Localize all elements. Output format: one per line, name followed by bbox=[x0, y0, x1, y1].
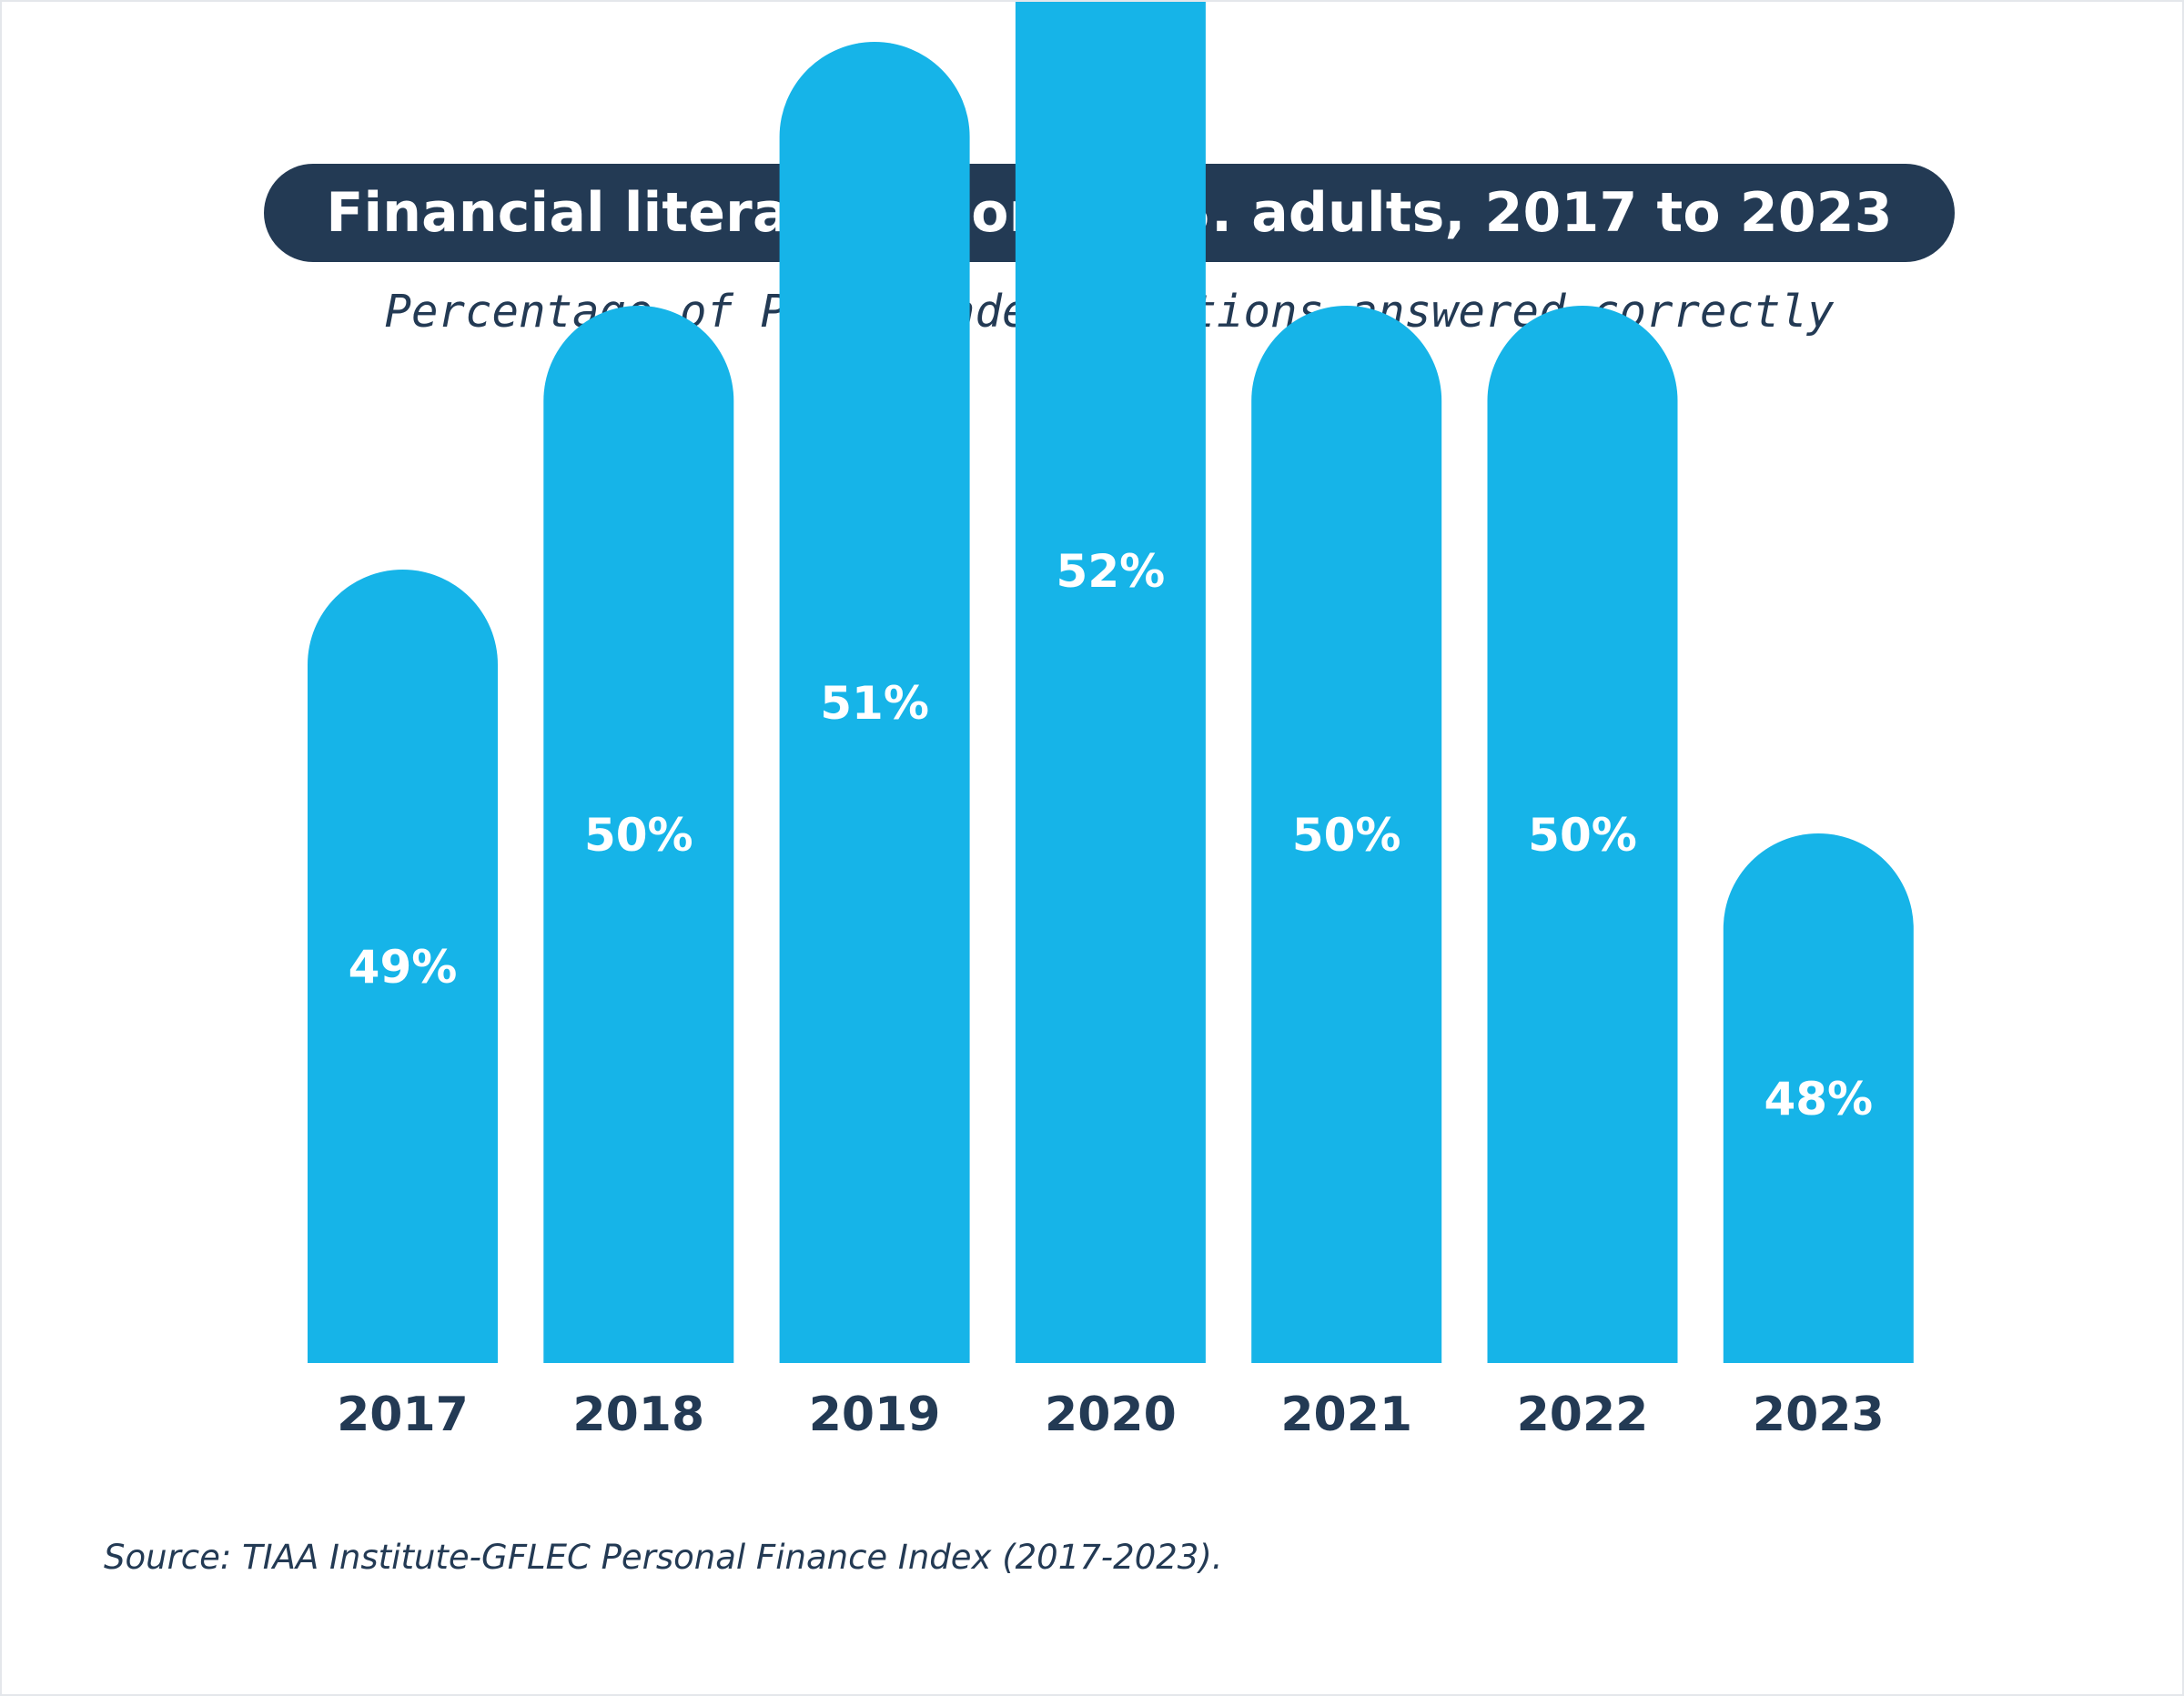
bar-value-label: 51% bbox=[820, 677, 929, 730]
bar-2021 bbox=[1251, 306, 1442, 1363]
bar-2019 bbox=[779, 41, 970, 1363]
source-note: Source: TIAA Institute-GFLEC Personal Fi… bbox=[104, 1538, 1223, 1577]
bar-value-label: 50% bbox=[1528, 809, 1637, 862]
x-tick-label: 2017 bbox=[337, 1388, 469, 1442]
x-tick-label: 2023 bbox=[1753, 1388, 1885, 1442]
x-tick-label: 2022 bbox=[1517, 1388, 1649, 1442]
x-tick-label: 2020 bbox=[1045, 1388, 1177, 1442]
bar-2018 bbox=[543, 306, 734, 1363]
x-tick-label: 2021 bbox=[1280, 1388, 1412, 1442]
bar-2017 bbox=[308, 569, 498, 1363]
bar-value-label: 50% bbox=[584, 809, 693, 862]
bar-value-label: 50% bbox=[1292, 809, 1401, 862]
bar-2023 bbox=[1723, 833, 1914, 1363]
bar-value-label: 48% bbox=[1764, 1073, 1873, 1126]
bar-value-label: 52% bbox=[1057, 545, 1166, 598]
bar-2022 bbox=[1487, 306, 1678, 1363]
bar-2020 bbox=[1015, 2, 1206, 1363]
x-tick-label: 2019 bbox=[809, 1388, 941, 1442]
bar-chart: 49% 2017 50% 2018 51% 2019 52% 2020 50% 2021 50% 20… bbox=[308, 2, 1914, 1442]
x-tick-label: 2018 bbox=[572, 1388, 704, 1442]
bar-value-label: 49% bbox=[349, 941, 458, 994]
